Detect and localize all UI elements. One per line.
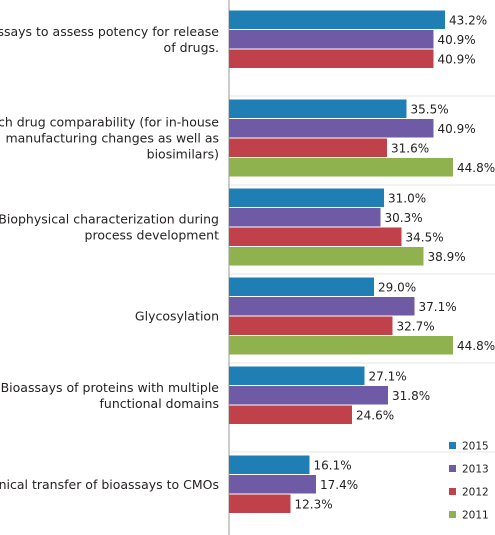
category-label: Bio-assays to assess potency for release — [0, 24, 219, 39]
bar-2012 — [229, 316, 393, 335]
category-label: process development — [85, 228, 220, 243]
value-label: 44.8% — [457, 339, 495, 353]
bar-2015 — [229, 277, 374, 296]
bar-2015 — [229, 10, 445, 29]
bar-2011 — [229, 158, 453, 177]
bar-2013 — [229, 30, 434, 49]
category-label: Bioassays of proteins with multiple — [1, 380, 220, 395]
bars — [229, 10, 453, 513]
value-label: 37.1% — [419, 300, 457, 314]
value-label: 31.8% — [392, 389, 430, 403]
legend: 2015 2013 2012 2011 — [449, 441, 489, 522]
legend-label: 2013 — [462, 464, 489, 476]
bar-2015 — [229, 99, 407, 118]
legend-swatch-2011 — [449, 511, 456, 518]
value-label: 29.0% — [378, 280, 416, 294]
category-labels: Bio-assays to assess potency for release… — [0, 24, 219, 492]
legend-label: 2015 — [462, 441, 489, 453]
category-dividers — [229, 95, 495, 453]
bar-2013 — [229, 119, 434, 138]
legend-swatch-2012 — [449, 488, 456, 495]
value-label: 38.9% — [428, 250, 466, 264]
legend-label: 2012 — [462, 487, 489, 499]
category-label: functional domains — [100, 396, 220, 411]
value-label: 31.6% — [391, 141, 429, 155]
value-label: 35.5% — [411, 102, 449, 116]
value-label: 40.9% — [438, 33, 476, 47]
bar-2012 — [229, 494, 291, 513]
value-label: 43.2% — [449, 13, 487, 27]
value-label: 34.5% — [406, 230, 444, 244]
value-label: 32.7% — [397, 319, 435, 333]
value-label: 44.8% — [457, 161, 495, 175]
value-label: 40.9% — [438, 122, 476, 136]
bar-2012 — [229, 49, 434, 68]
bar-2011 — [229, 336, 453, 355]
legend-label: 2011 — [462, 510, 489, 522]
bar-2013 — [229, 386, 388, 405]
category-label: Biotech drug comparability (for in-house — [0, 115, 219, 130]
bar-2013 — [229, 297, 415, 316]
value-label: 12.3% — [295, 497, 333, 511]
category-label: Glycosylation — [135, 309, 219, 324]
bar-2015 — [229, 366, 365, 385]
value-label: 31.0% — [388, 191, 426, 205]
value-label: 30.3% — [385, 211, 423, 225]
bar-2015 — [229, 188, 384, 207]
bar-2012 — [229, 405, 352, 424]
category-label: Technical transfer of bioassays to CMOs — [0, 477, 219, 492]
bar-2013 — [229, 208, 381, 227]
bar-2013 — [229, 475, 316, 494]
value-label: 16.1% — [314, 458, 352, 472]
value-label: 27.1% — [369, 369, 407, 383]
category-label: manufacturing changes as well as — [5, 131, 219, 146]
legend-swatch-2013 — [449, 465, 456, 472]
category-label: biosimilars) — [147, 147, 219, 162]
bar-2012 — [229, 227, 402, 246]
bar-2012 — [229, 138, 387, 157]
bar-2011 — [229, 247, 424, 266]
bar-2015 — [229, 455, 310, 474]
value-label: 40.9% — [438, 52, 476, 66]
value-label: 17.4% — [320, 478, 358, 492]
category-label: of drugs. — [164, 40, 219, 55]
value-label: 24.6% — [356, 408, 394, 422]
category-label: Biophysical characterization during — [0, 212, 219, 227]
legend-swatch-2015 — [449, 442, 456, 449]
value-labels: 43.2% 40.9% 40.9% 35.5% 40.9% 31.6% 44.8% 31.0%… — [295, 13, 495, 511]
